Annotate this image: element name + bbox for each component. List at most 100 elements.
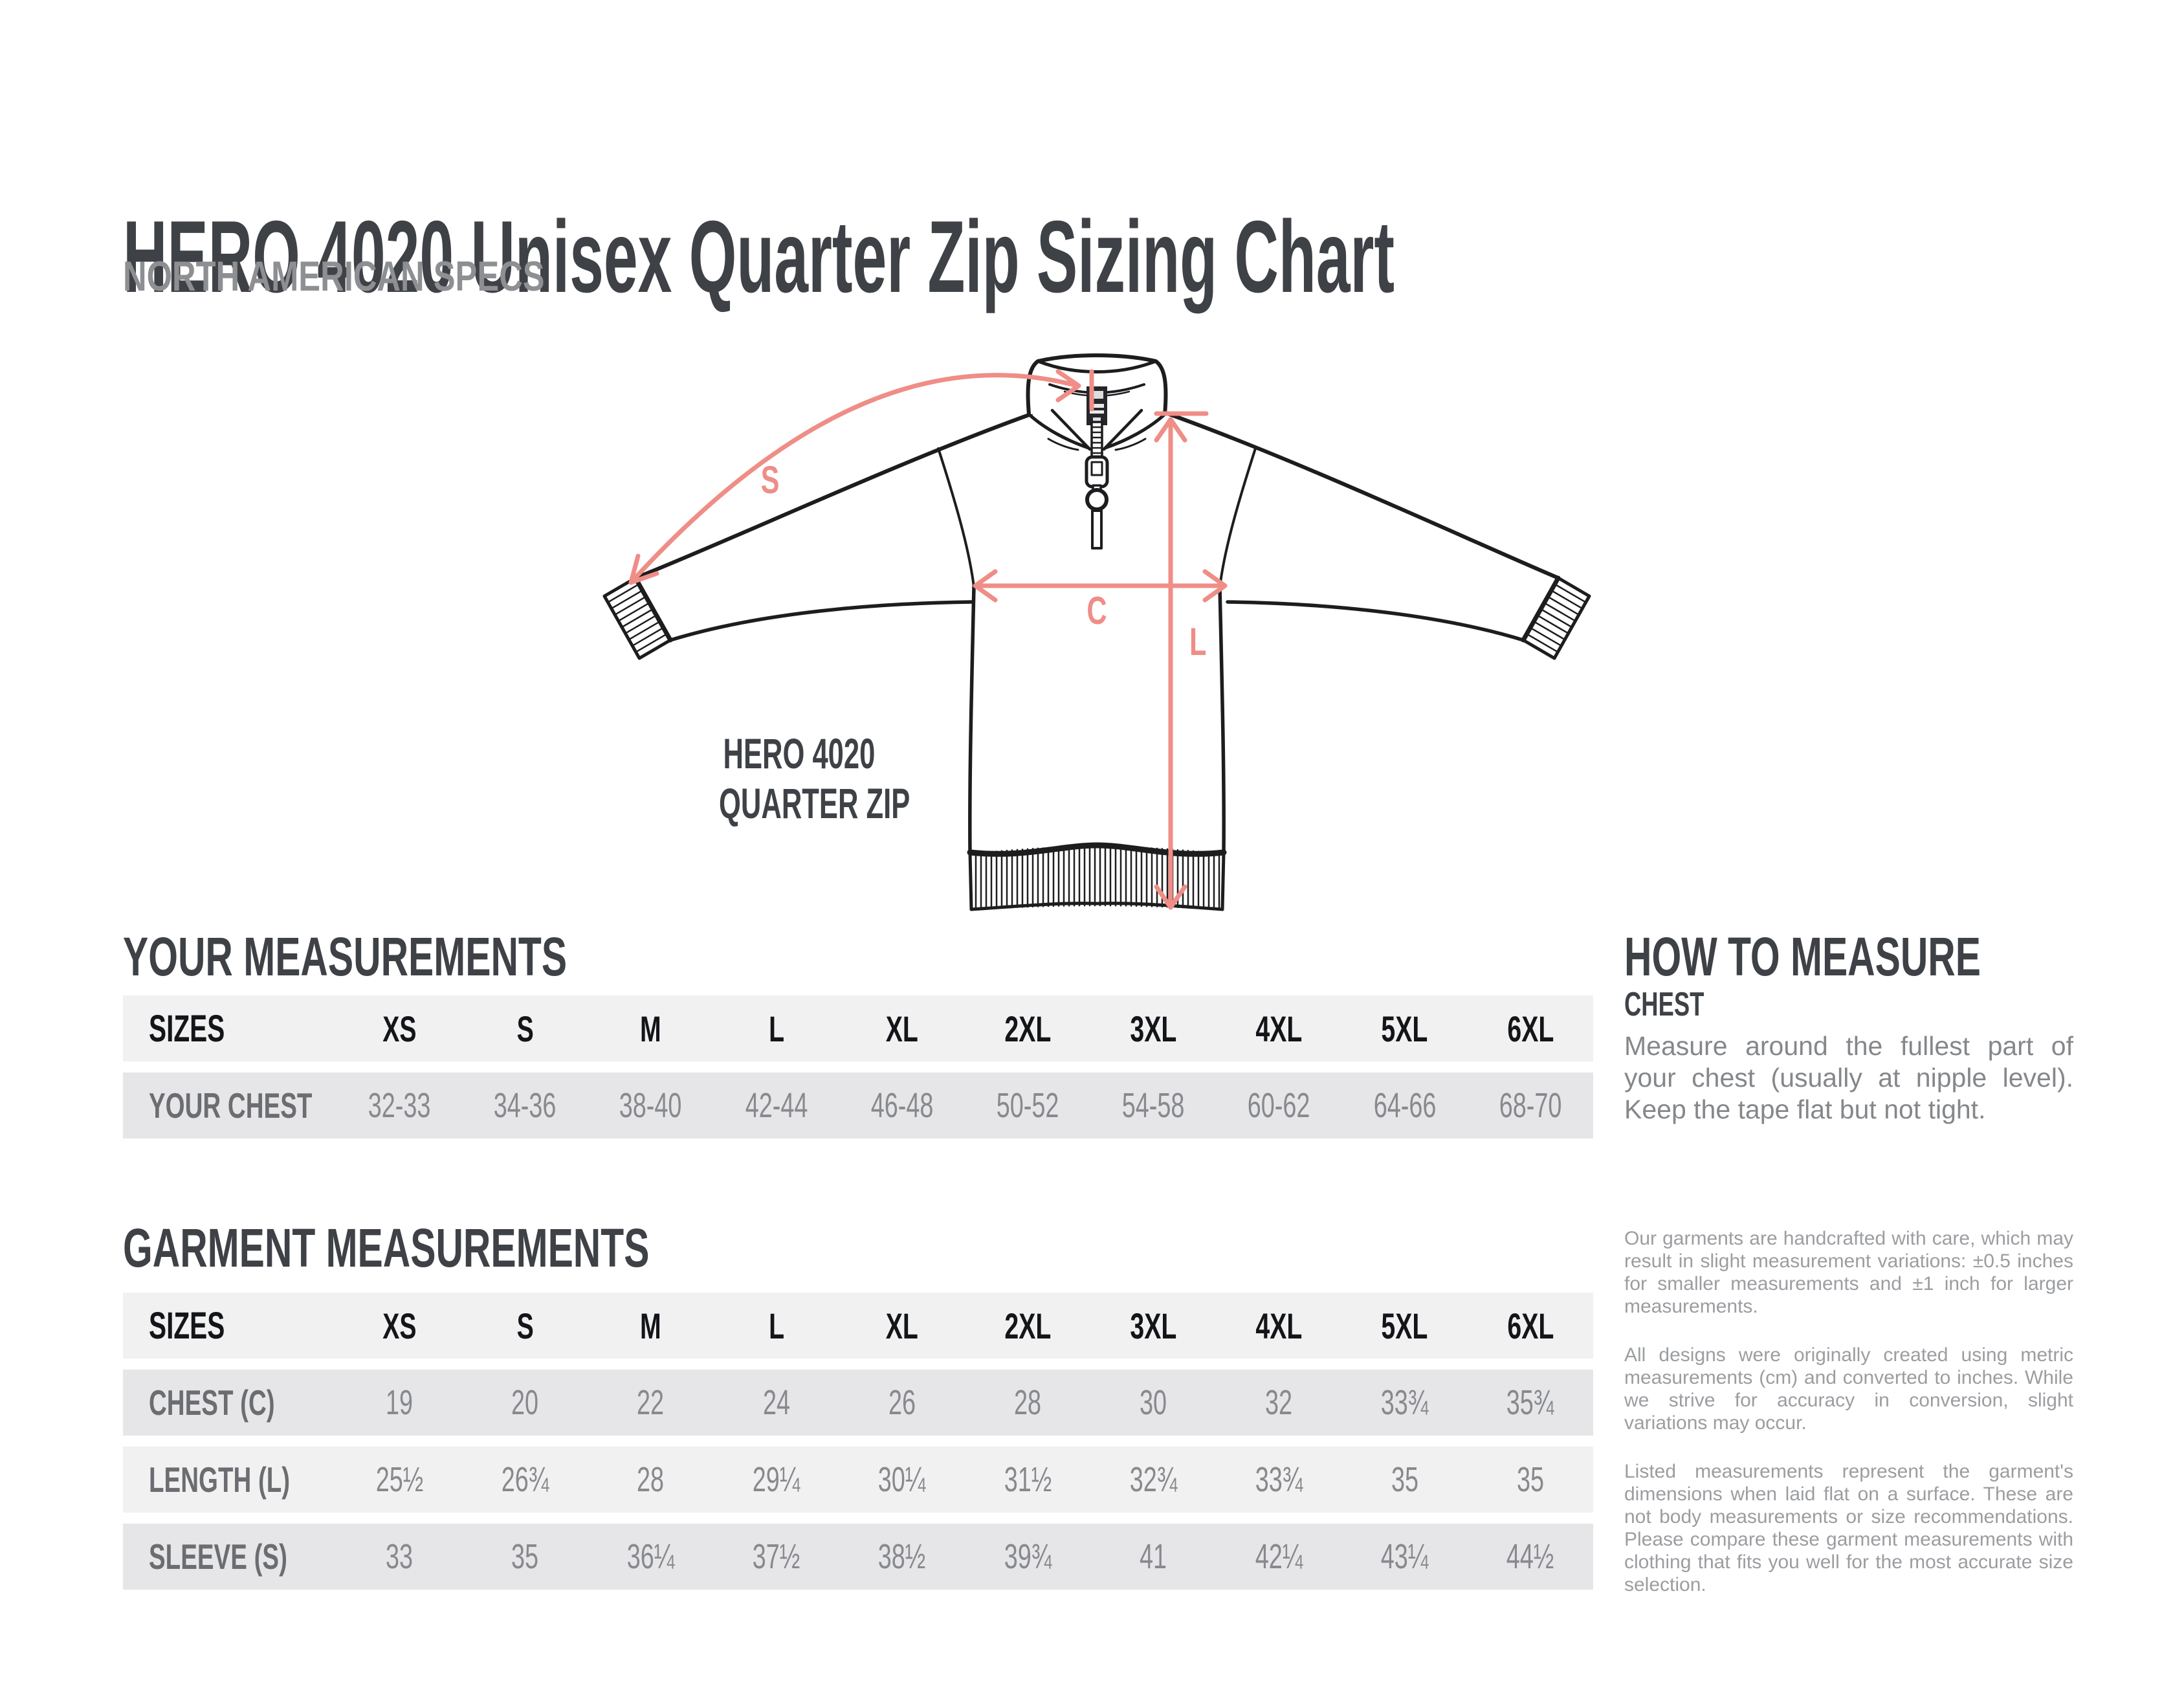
measurement-value: 41 [1140,1537,1167,1576]
measurement-value: 28 [1014,1383,1042,1422]
measurement-value: 39¾ [1004,1537,1052,1576]
body-left-edge [968,585,976,854]
garment-measurements-heading: GARMENT MEASUREMENTS [123,1217,650,1278]
measurement-value: 64-66 [1373,1086,1437,1125]
table-row: LENGTH (L) 25½ 26¾ 28 29¼ 30¼ 31½ 32¾ 33¾ 35 35 [123,1447,1593,1513]
sleeve-arrow-label: S [761,459,780,502]
size-column-header: 4XL [1255,1305,1303,1346]
measurement-value: 35 [1516,1460,1544,1499]
size-column-header: 4XL [1255,1008,1303,1049]
row-label: YOUR CHEST [149,1085,313,1126]
size-column-header: L [768,1008,784,1049]
note-paragraph: Our garments are handcrafted with care, … [1624,1228,2073,1317]
measurement-value: 20 [511,1383,539,1422]
right-armhole-seam [1219,447,1257,588]
measurement-value: 19 [386,1383,414,1422]
quarter-zip-illustration: S C L [602,353,1591,911]
how-to-measure-heading: HOW TO MEASURE [1624,926,1981,987]
measurement-value: 33¾ [1380,1383,1429,1422]
size-column-header: XS [382,1305,417,1346]
sleeve-measure-arrow [628,369,1094,585]
measurement-value: 43¼ [1380,1537,1429,1576]
measurement-value: 38-40 [619,1086,682,1125]
size-column-header: 3XL [1130,1008,1177,1049]
table-row: SIZES XS S M L XL 2XL 3XL 4XL 5XL 6XL [123,995,1593,1061]
measurement-value: 50-52 [996,1086,1059,1125]
measurement-value: 26¾ [501,1460,549,1499]
measurement-value: 32-33 [368,1086,431,1125]
left-cuff [602,575,673,660]
size-column-header: M [640,1305,661,1346]
note-paragraph: Listed measurements represent the garmen… [1624,1461,2073,1595]
table-corner-label: SIZES [149,1304,225,1347]
garment-label: HERO 4020 QUARTER ZIP [670,729,929,828]
size-column-header: 6XL [1506,1305,1554,1346]
measurement-value: 33¾ [1255,1460,1303,1499]
measurement-value: 46-48 [870,1086,934,1125]
measurement-value: 34-36 [493,1086,557,1125]
table-row: YOUR CHEST 32-33 34-36 38-40 42-44 46-48 50-52… [123,1072,1593,1138]
measurement-value: 37½ [752,1537,800,1576]
garment-measurements-table: SIZES XS S M L XL 2XL 3XL 4XL 5XL 6XL CHEST (C) 19 20… [123,1293,1593,1601]
measurement-value: 60-62 [1248,1086,1310,1125]
measurement-value: 28 [637,1460,665,1499]
size-column-header: S [516,1008,534,1049]
measurement-value: 33 [386,1537,414,1576]
measurement-value: 30¼ [878,1460,926,1499]
length-measure-arrow [1154,411,1209,910]
length-arrow-label: L [1189,621,1206,664]
measurement-value: 25½ [375,1460,423,1499]
size-column-header: 5XL [1381,1305,1428,1346]
page-subtitle: NORTH AMERICAN SPECS [123,252,545,300]
zipper-placket [1091,509,1103,550]
chest-measure-arrow [973,569,1228,603]
measurement-value: 32¾ [1129,1460,1178,1499]
table-row: SLEEVE (S) 33 35 36¼ 37½ 38½ 39¾ 41 42¼ 43¼ 44½ [123,1524,1593,1590]
table-row: CHEST (C) 19 20 22 24 26 28 30 32 33¾ 35¾ [123,1370,1593,1436]
size-column-header: XL [885,1008,918,1049]
measurement-value: 42¼ [1255,1537,1303,1576]
row-label: CHEST (C) [149,1383,275,1423]
left-sleeve-top-edge [634,412,1033,580]
size-column-header: 6XL [1506,1008,1554,1049]
measurement-value: 68-70 [1499,1086,1562,1125]
chest-arrow-label: C [1086,590,1107,633]
measurement-value: 38½ [878,1537,926,1576]
size-column-header: XS [382,1008,417,1049]
size-column-header: 3XL [1130,1305,1177,1346]
right-sleeve-top-edge [1167,412,1560,580]
size-column-header: M [640,1008,661,1049]
size-column-header: S [516,1305,534,1346]
measurement-value: 24 [762,1383,790,1422]
size-column-header: 2XL [1004,1008,1052,1049]
measurement-value: 31½ [1004,1460,1052,1499]
left-sleeve-under-edge [668,600,975,642]
left-armhole-seam [937,447,975,588]
measurement-value: 30 [1140,1383,1167,1422]
measurement-value: 35 [511,1537,539,1576]
measurement-value: 32 [1265,1383,1293,1422]
size-column-header: 2XL [1004,1305,1052,1346]
garment-label-line2: QUARTER ZIP [719,779,910,827]
right-cuff [1521,575,1591,660]
measurement-arrow-labels: S C L [761,459,1207,664]
measurement-value: 26 [888,1383,916,1422]
right-sleeve-under-edge [1226,600,1525,642]
hem-band [967,842,1227,911]
how-to-measure-subheading: CHEST [1624,986,1704,1023]
measurement-value: 22 [637,1383,665,1422]
size-column-header: 5XL [1381,1008,1428,1049]
size-column-header: XL [885,1305,918,1346]
table-row: SIZES XS S M L XL 2XL 3XL 4XL 5XL 6XL [123,1293,1593,1359]
measurement-value: 54-58 [1121,1086,1185,1125]
how-to-measure-body: Measure around the fullest part of your … [1624,1031,2073,1124]
garment-label-line1: HERO 4020 [723,729,876,777]
measurement-value: 36¼ [626,1537,675,1576]
row-label: LENGTH (L) [149,1460,291,1500]
page-title: HERO 4020 Unisex Quarter Zip Sizing Char… [123,199,1395,314]
note-paragraph: All designs were originally created usin… [1624,1344,2073,1434]
size-column-header: L [768,1305,784,1346]
measurement-arrows [628,369,1228,910]
zipper-pull-ring [1085,488,1109,511]
measurement-value: 42-44 [745,1086,808,1125]
